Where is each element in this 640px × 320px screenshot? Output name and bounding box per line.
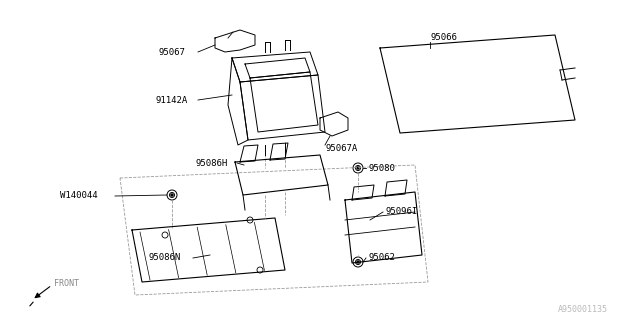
Text: 95066: 95066 — [430, 33, 457, 42]
Circle shape — [171, 194, 173, 196]
Text: 95086N: 95086N — [148, 253, 180, 262]
Circle shape — [357, 167, 359, 169]
Text: FRONT: FRONT — [54, 278, 79, 287]
Text: 95067A: 95067A — [325, 143, 357, 153]
Text: A950001135: A950001135 — [558, 306, 608, 315]
Text: 91142A: 91142A — [155, 95, 188, 105]
Text: 95080: 95080 — [368, 164, 395, 172]
Text: 95062: 95062 — [368, 253, 395, 262]
Circle shape — [357, 261, 359, 263]
Text: 95067: 95067 — [158, 47, 185, 57]
Text: 95096I: 95096I — [385, 207, 417, 217]
Text: W140044: W140044 — [60, 191, 98, 201]
Text: 95086H: 95086H — [195, 158, 227, 167]
